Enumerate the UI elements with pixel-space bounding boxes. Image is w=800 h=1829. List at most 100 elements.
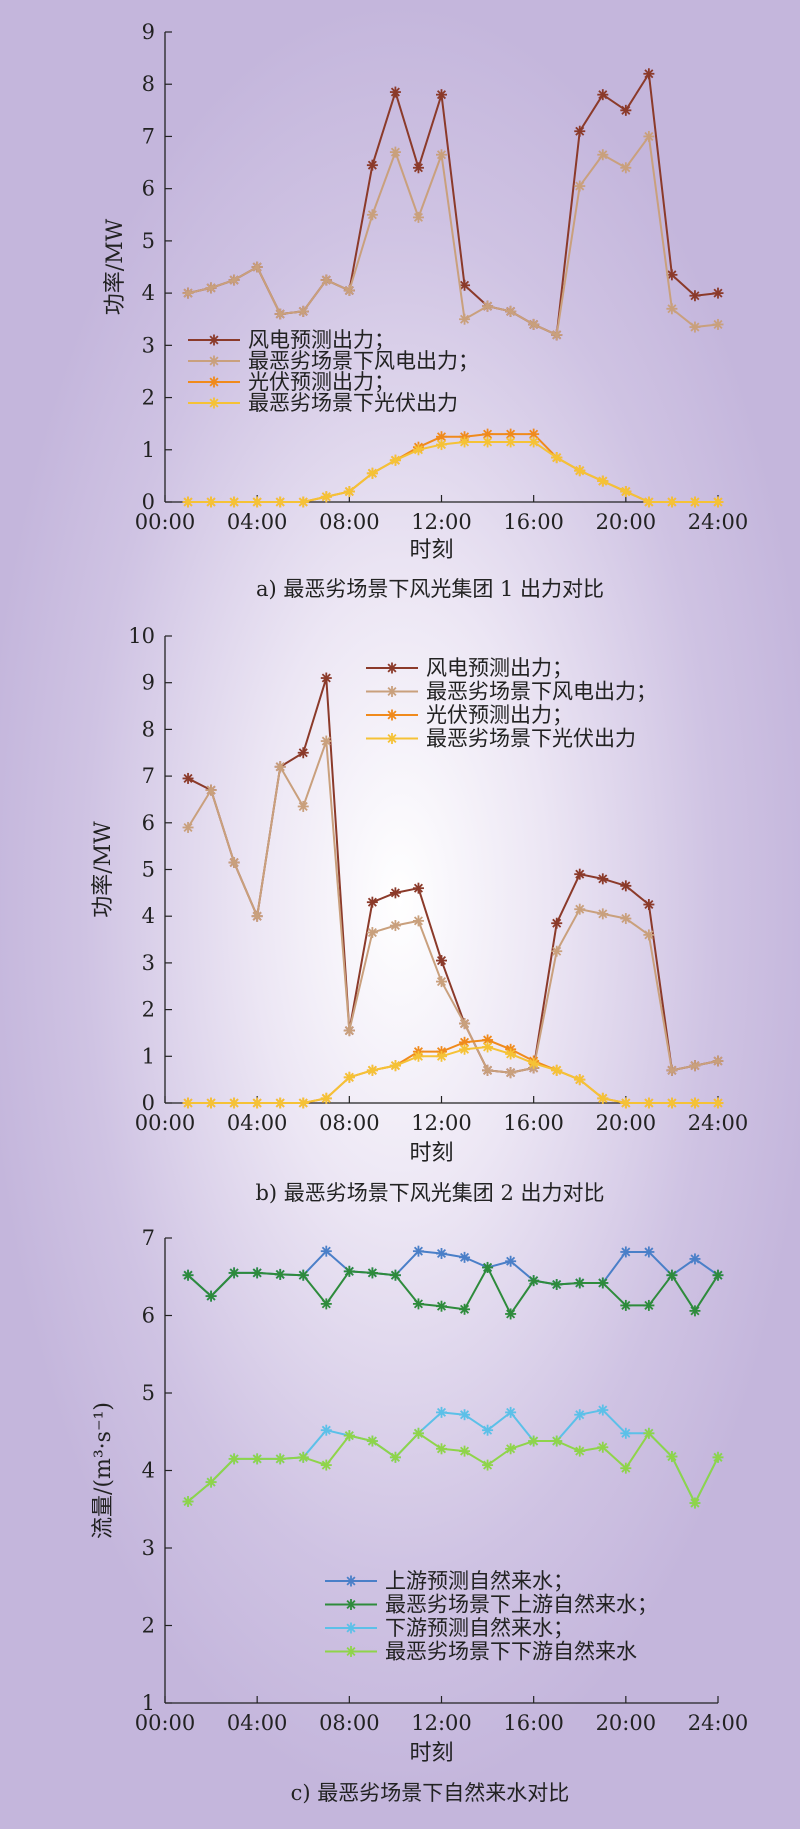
- x-tick-label: 00:00: [135, 1111, 196, 1135]
- data-point: [182, 821, 194, 833]
- data-point: [228, 496, 240, 508]
- data-point: [343, 486, 355, 498]
- legend-marker: [208, 397, 220, 409]
- legend-item: 最恶劣场景下光伏出力: [366, 727, 636, 751]
- data-point: [182, 1496, 194, 1507]
- data-point: [505, 436, 517, 448]
- legend-label: 最恶劣场景下风电出力；: [426, 680, 657, 704]
- data-point: [228, 856, 240, 868]
- data-point: [712, 1055, 724, 1067]
- data-point: [620, 104, 632, 116]
- data-point: [436, 1406, 447, 1418]
- data-point: [320, 672, 332, 684]
- data-point: [436, 1443, 447, 1455]
- data-point: [712, 1451, 724, 1463]
- data-point: [482, 1041, 494, 1053]
- data-point: [505, 1067, 517, 1079]
- data-point: [551, 1435, 563, 1447]
- data-point: [297, 1097, 309, 1109]
- x-axis-label: 时刻: [409, 1141, 453, 1166]
- legend-item: 光伏预测出力；: [366, 703, 573, 727]
- series-line: [188, 440, 718, 503]
- legend-label: 光伏预测出力；: [248, 370, 395, 394]
- y-tick-label: 7: [142, 124, 155, 148]
- data-point: [643, 1299, 655, 1311]
- y-tick-label: 4: [142, 1459, 155, 1483]
- data-point: [389, 1060, 401, 1072]
- data-point: [505, 1048, 517, 1060]
- x-tick-label: 00:00: [135, 1711, 196, 1735]
- chart-caption: c) 最恶劣场景下自然来水对比: [291, 1781, 570, 1805]
- series-line: [187, 1432, 719, 1505]
- data-point: [389, 146, 401, 158]
- data-point: [459, 313, 471, 325]
- series-line: [188, 433, 718, 503]
- data-point: [412, 1245, 424, 1257]
- y-tick-label: 2: [142, 386, 155, 410]
- data-point: [297, 1451, 309, 1463]
- x-tick-label: 08:00: [319, 1111, 380, 1135]
- data-point: [436, 1050, 447, 1062]
- y-tick-label: 3: [142, 951, 155, 975]
- legend-marker: [208, 376, 220, 388]
- data-point: [412, 915, 424, 927]
- data-point: [459, 1251, 471, 1263]
- data-point: [436, 1300, 447, 1312]
- legend-label: 最恶劣场景下光伏出力: [426, 727, 636, 751]
- y-tick-label: 6: [142, 1304, 155, 1328]
- data-point: [228, 274, 240, 286]
- legend-label: 最恶劣场景下光伏出力: [248, 391, 458, 415]
- x-tick-label: 16:00: [503, 1111, 564, 1135]
- data-point: [505, 1443, 517, 1455]
- data-point: [274, 1097, 286, 1109]
- legend-item: 最恶劣场景下风电出力；: [188, 349, 479, 373]
- data-point: [251, 1453, 263, 1465]
- legend-marker: [386, 709, 398, 721]
- data-point: [666, 1269, 678, 1281]
- data-point: [505, 1406, 517, 1418]
- chart-a-wind-solar-group-1: 0 1 2 3 4 5 6 7 8 9 00:00 04:00 08:00 12:00 16:00 20:00…: [103, 20, 748, 601]
- data-point: [412, 211, 424, 223]
- data-point: [366, 1267, 378, 1279]
- legend-marker: [386, 733, 398, 744]
- legend-marker: [345, 1622, 357, 1634]
- x-axis-label: 时刻: [409, 1741, 453, 1766]
- data-point: [251, 1267, 263, 1279]
- data-point: [228, 1267, 240, 1279]
- data-point: [689, 1097, 701, 1109]
- y-tick-label: 9: [142, 20, 155, 44]
- legend-item: 最恶劣场景下风电出力；: [366, 680, 657, 704]
- data-point: [274, 1268, 286, 1280]
- series-line: [187, 72, 719, 336]
- data-point: [712, 1097, 724, 1109]
- series-4: [182, 1041, 724, 1109]
- data-point: [528, 318, 540, 330]
- y-tick-label: 6: [142, 177, 155, 201]
- data-point: [574, 1409, 586, 1421]
- data-point: [389, 920, 401, 932]
- data-point: [574, 1277, 586, 1289]
- data-point: [274, 1453, 286, 1465]
- data-point: [389, 1269, 401, 1281]
- legend: 风电预测出力；最恶劣场景下风电出力；光伏预测出力；最恶劣场景下光伏出力: [188, 328, 479, 415]
- data-point: [528, 436, 540, 448]
- data-point: [182, 772, 194, 784]
- data-point: [620, 1427, 632, 1439]
- legend-marker: [208, 334, 220, 346]
- data-point: [228, 1453, 240, 1465]
- x-tick-label: 20:00: [596, 1711, 657, 1735]
- y-axis-label: 流量/(m³·s⁻¹): [91, 1402, 116, 1539]
- data-point: [643, 899, 655, 911]
- data-point: [620, 1246, 632, 1258]
- data-point: [689, 290, 701, 302]
- data-point: [689, 1305, 701, 1317]
- data-point: [320, 274, 332, 286]
- data-point: [620, 486, 632, 498]
- data-point: [459, 1409, 471, 1421]
- data-point: [436, 149, 447, 161]
- data-point: [459, 1445, 471, 1457]
- x-tick-label: 16:00: [503, 510, 564, 534]
- series-line: [187, 1409, 719, 1505]
- data-point: [666, 496, 678, 508]
